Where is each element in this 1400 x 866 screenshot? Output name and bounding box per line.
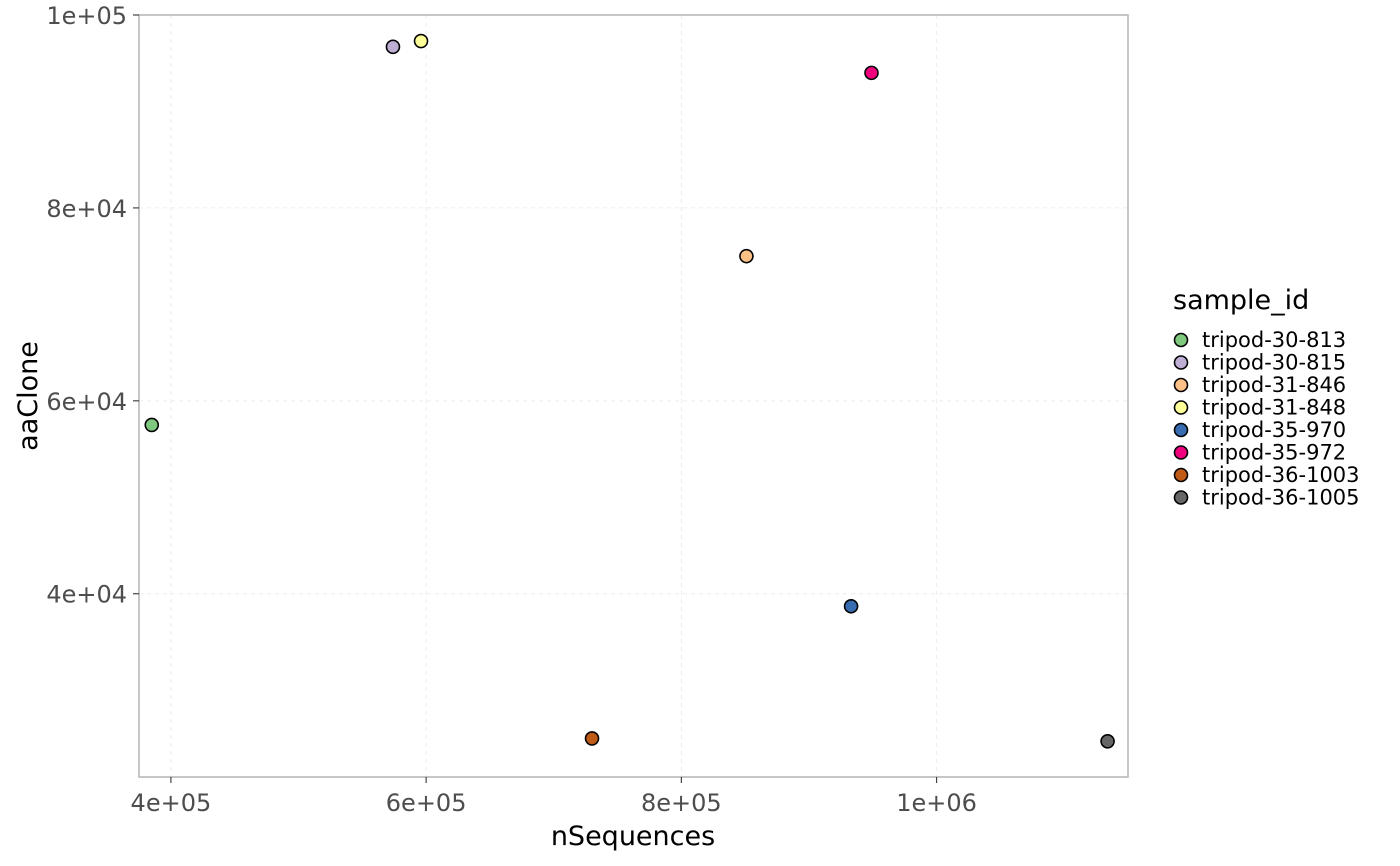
grid — [139, 14, 1128, 777]
legend-label: tripod-35-970 — [1202, 418, 1346, 442]
y-tick-label: 6e+04 — [46, 388, 127, 416]
legend-label: tripod-31-846 — [1202, 373, 1346, 397]
legend-key-tripod-35-970 — [1173, 422, 1189, 438]
y-tick-label: 4e+04 — [46, 581, 127, 609]
y-tick-label: 1e+05 — [46, 2, 127, 30]
x-axis-title: nSequences — [551, 821, 715, 852]
legend-key-tripod-35-972 — [1173, 445, 1189, 460]
legend-key-tripod-30-815 — [1173, 355, 1189, 370]
y-tick-label: 8e+04 — [46, 195, 127, 223]
data-point-tripod-35-972 — [864, 65, 879, 81]
legend-title: sample_id — [1173, 285, 1309, 316]
legend-label: tripod-35-972 — [1202, 441, 1346, 465]
axis-ticks: 4e+05 6e+05 8e+05 1e+06 4e+04 6e+04 8e+04 1e+05 — [46, 2, 977, 817]
legend-items: tripod-30-813tripod-30-815tripod-31-846t… — [1173, 328, 1360, 510]
data-point-tripod-36-1003 — [584, 731, 600, 746]
legend-label: tripod-36-1005 — [1202, 486, 1360, 510]
data-point-tripod-30-813 — [144, 417, 160, 433]
data-point-tripod-36-1005 — [1100, 734, 1115, 749]
x-tick-label: 8e+05 — [641, 789, 722, 817]
legend-label: tripod-30-815 — [1202, 351, 1346, 375]
x-tick-label: 4e+05 — [131, 789, 212, 817]
legend-key-tripod-30-813 — [1173, 332, 1189, 348]
legend-key-tripod-31-848 — [1173, 400, 1189, 415]
legend: sample_id tripod-30-813tripod-30-815trip… — [1173, 285, 1360, 510]
plot-panel — [138, 14, 1129, 778]
data-point-tripod-31-848 — [413, 33, 429, 49]
legend-label: tripod-30-813 — [1202, 328, 1346, 352]
legend-key-tripod-31-846 — [1173, 377, 1189, 393]
legend-key-tripod-36-1005 — [1173, 490, 1189, 505]
data-points — [144, 33, 1115, 749]
data-point-tripod-35-970 — [843, 598, 859, 614]
x-tick-label: 1e+06 — [896, 789, 977, 817]
y-axis-title: aaClone — [13, 341, 44, 451]
data-point-tripod-31-846 — [739, 248, 754, 264]
legend-key-tripod-36-1003 — [1173, 467, 1189, 483]
x-tick-label: 6e+05 — [386, 789, 467, 817]
legend-label: tripod-31-848 — [1202, 396, 1346, 420]
data-point-tripod-30-815 — [385, 39, 401, 55]
legend-label: tripod-36-1003 — [1202, 463, 1360, 487]
